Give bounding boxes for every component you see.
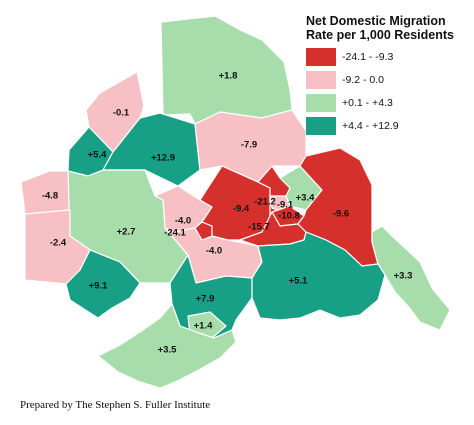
legend-label: -24.1 - -9.3 bbox=[342, 51, 394, 63]
region-south-west-county bbox=[65, 249, 141, 319]
legend-title-line-2: Rate per 1,000 Residents bbox=[306, 28, 454, 42]
county-regions bbox=[20, 15, 451, 389]
region-label-far-south-county: +3.5 bbox=[158, 345, 177, 356]
map-legend: Net Domestic Migration Rate per 1,000 Re… bbox=[306, 14, 472, 139]
legend-title: Net Domestic Migration Rate per 1,000 Re… bbox=[306, 14, 472, 42]
region-label-central-county: -4.0 bbox=[175, 216, 191, 227]
region-label-core-county-south: -15.7 bbox=[248, 222, 270, 233]
credit-line: Prepared by The Stephen S. Fuller Instit… bbox=[20, 399, 211, 411]
region-label-south-city: +1.4 bbox=[194, 321, 213, 332]
legend-label: -9.2 - 0.0 bbox=[342, 74, 385, 86]
legend-label: +4.4 - +12.9 bbox=[342, 120, 399, 132]
region-label-southeast-county: +5.1 bbox=[289, 276, 308, 287]
region-label-core-city-e: +3.4 bbox=[296, 193, 315, 204]
legend-swatch bbox=[306, 117, 336, 135]
region-label-southwest-county: -2.4 bbox=[50, 238, 67, 249]
legend-item: +4.4 - +12.9 bbox=[306, 116, 472, 138]
region-value-labels: +1.8 -0.1 +5.4 +12.9 -7.9 -4.8 +2.7 -2.4… bbox=[42, 71, 413, 356]
region-label-core-city-a: -24.1 bbox=[164, 228, 186, 239]
region-label-west-county: +5.4 bbox=[88, 150, 107, 161]
region-label-south-west-county: +9.1 bbox=[89, 281, 108, 292]
legend-item: -24.1 - -9.3 bbox=[306, 47, 472, 69]
region-southeast-county bbox=[251, 231, 386, 321]
region-label-east-county: -9.6 bbox=[333, 209, 349, 220]
region-label-central-west-county: +2.7 bbox=[117, 227, 136, 238]
legend-swatch bbox=[306, 94, 336, 112]
region-label-core-city-b: -21.2 bbox=[254, 197, 276, 208]
region-label-south-county: +7.9 bbox=[196, 294, 215, 305]
region-label-north-central-county: +12.9 bbox=[151, 153, 175, 164]
legend-item: -9.2 - 0.0 bbox=[306, 70, 472, 92]
region-label-core-city-d: -10.8 bbox=[278, 211, 300, 222]
region-label-core-city-c: -9.1 bbox=[277, 200, 294, 211]
region-label-far-east-county: +3.3 bbox=[394, 271, 413, 282]
region-far-south-county bbox=[97, 303, 237, 389]
legend-item: +0.1 - +4.3 bbox=[306, 93, 472, 115]
legend-label: +0.1 - +4.3 bbox=[342, 97, 393, 109]
region-label-core-county-west: -9.4 bbox=[233, 204, 250, 215]
region-label-northwest-county: -0.1 bbox=[113, 108, 130, 119]
region-label-northeast-county: -7.9 bbox=[241, 140, 257, 151]
legend-title-line-1: Net Domestic Migration bbox=[306, 14, 446, 28]
region-label-central-south-county: -4.0 bbox=[206, 246, 222, 257]
legend-swatch bbox=[306, 48, 336, 66]
legend-swatch bbox=[306, 71, 336, 89]
region-label-far-west-county: -4.8 bbox=[42, 191, 58, 202]
region-label-north-county: +1.8 bbox=[219, 71, 238, 82]
